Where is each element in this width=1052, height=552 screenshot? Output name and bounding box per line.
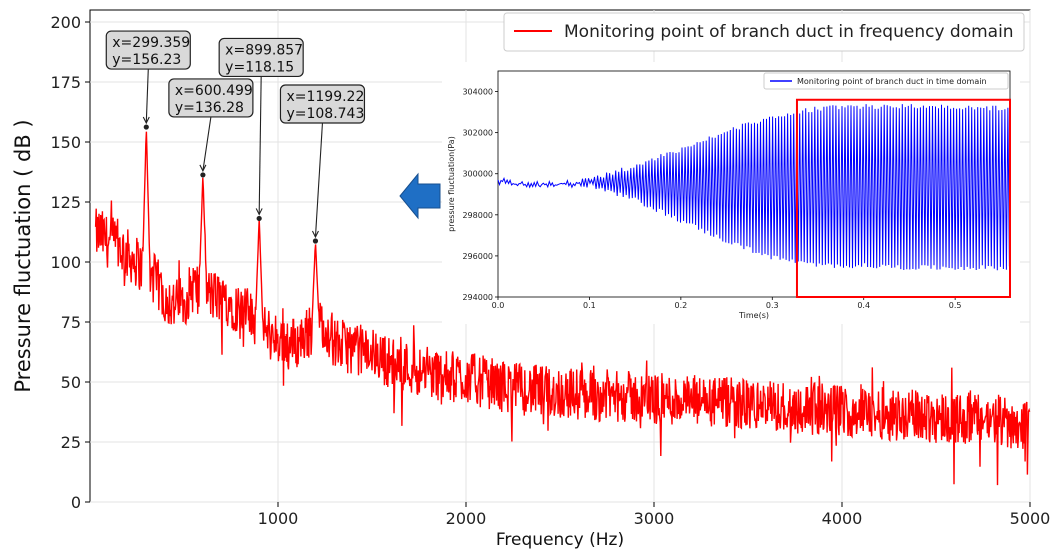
time-domain-inset: 294000 296000 298000 300000 302000 304000 0.0… (442, 62, 1020, 324)
inset-x-tick-label: 0.2 (674, 301, 687, 310)
peak-annotation: x=1199.22y=108.743 (279, 84, 366, 244)
y-axis-label: Pressure fluctuation ( dB ) (11, 119, 35, 392)
y-tick-label: 200 (50, 13, 81, 32)
frequency-series-line (94, 131, 1031, 486)
inset-x-tick-label: 0.4 (857, 301, 870, 310)
x-tick-label: 1000 (258, 509, 299, 528)
annotation-arrowhead (311, 230, 319, 239)
y-tick-label: 75 (61, 313, 81, 332)
y-tick-label: 175 (50, 73, 81, 92)
main-legend-label: Monitoring point of branch duct in frequ… (564, 22, 1014, 42)
main-x-ticks: 1000 2000 3000 4000 5000 (258, 502, 1051, 528)
peak-annotations: x=299.359y=156.23x=600.499y=136.28x=899.… (105, 30, 366, 244)
x-axis-label: Frequency (Hz) (496, 530, 624, 550)
inset-y-tick-label: 298000 (462, 211, 493, 220)
main-legend-box (503, 12, 1025, 52)
annotation-x-text: x=1199.22 (286, 89, 364, 105)
y-tick-label: 0 (71, 493, 81, 512)
x-tick-label: 4000 (822, 509, 863, 528)
inset-x-tick-label: 0.5 (949, 301, 962, 310)
annotation-leader (145, 69, 149, 124)
annotation-y-text: y=156.23 (112, 52, 181, 68)
annotation-leader (314, 122, 324, 238)
inset-legend-label: Monitoring point of branch duct in time … (797, 77, 987, 86)
annotation-y-text: y=118.15 (225, 59, 294, 75)
highlight-box (795, 98, 1011, 298)
peak-marker (200, 172, 206, 178)
inset-legend: Monitoring point of branch duct in time … (763, 72, 1009, 90)
inset-y-tick-label: 294000 (462, 293, 493, 302)
inset-x-tick-label: 0.3 (766, 301, 779, 310)
time-series-line (497, 104, 1010, 271)
peak-marker (143, 124, 149, 130)
y-tick-label: 150 (50, 133, 81, 152)
inset-y-ticks: 294000 296000 298000 300000 302000 304000 (462, 88, 498, 302)
inset-legend-box (763, 72, 1009, 90)
annotation-arrowhead (142, 116, 150, 125)
peak-marker (312, 238, 319, 244)
inset-x-axis-label: Time(s) (738, 311, 769, 320)
annotation-leader (202, 116, 212, 172)
annotation-leader (258, 76, 262, 215)
y-tick-label: 100 (50, 253, 81, 272)
inset-y-tick-label: 300000 (462, 170, 493, 179)
inset-y-axis-label: pressure fluctuation(Pa) (447, 136, 456, 232)
annotation-x-text: x=899.857 (225, 42, 303, 58)
inset-y-tick-label: 304000 (462, 88, 493, 97)
y-tick-label: 125 (50, 193, 81, 212)
peak-marker (256, 215, 262, 222)
inset-x-tick-label: 0.1 (583, 301, 596, 310)
inset-y-tick-label: 302000 (462, 129, 493, 138)
x-tick-label: 3000 (634, 509, 675, 528)
inset-x-tick-label: 0.0 (492, 301, 505, 310)
annotation-x-text: x=299.359 (112, 35, 190, 51)
arrow-shape (399, 172, 441, 220)
annotation-arrowhead (199, 164, 207, 173)
x-tick-label: 2000 (446, 509, 487, 528)
x-tick-label: 5000 (1010, 509, 1051, 528)
y-tick-label: 50 (61, 373, 81, 392)
y-tick-label: 25 (61, 433, 81, 452)
annotation-x-text: x=600.499 (175, 83, 253, 99)
left-arrow-icon (399, 172, 441, 220)
main-y-ticks: 0 25 50 75 100 125 150 175 200 (50, 13, 90, 512)
annotation-y-text: y=108.743 (286, 106, 364, 122)
inset-y-tick-label: 296000 (462, 252, 493, 261)
annotation-y-text: y=136.28 (175, 100, 244, 116)
main-legend: Monitoring point of branch duct in frequ… (503, 12, 1025, 52)
annotation-arrowhead (255, 208, 263, 216)
